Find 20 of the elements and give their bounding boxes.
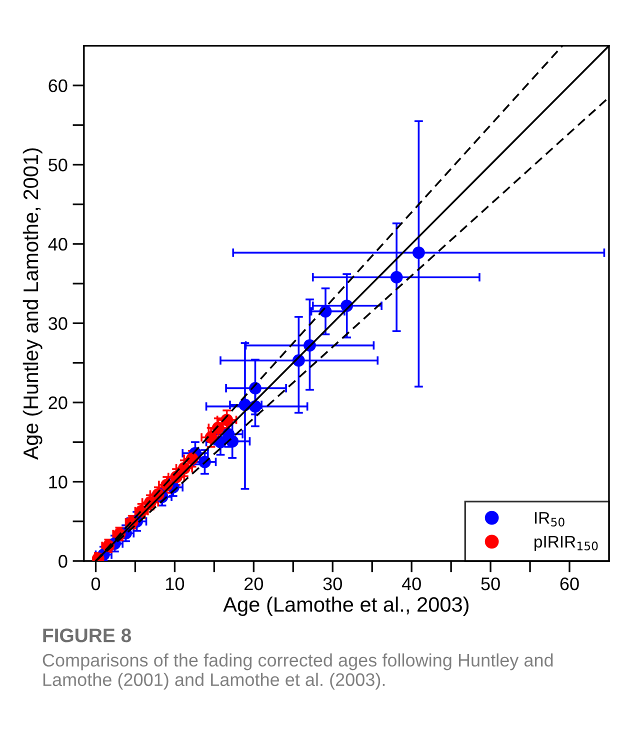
x-tick-label: 60 [560,577,579,590]
y-tick-label: 50 [48,158,68,172]
y-tick-label: 60 [48,79,68,92]
text: Comparisons of the fading corrected ages following Huntley and Lamothe (2001) and Lamothe et al. (2003). [42,653,553,690]
x-tick-label: 30 [323,577,342,590]
y-tick-label: 30 [48,317,68,330]
x-tick-label: 40 [402,577,421,590]
x-tick-label: 0 [91,577,100,590]
y-tick-label: 0 [58,554,68,568]
x-tick-label: 50 [481,577,500,590]
legend-label: pIRIR$_{150}$ [534,536,598,551]
y-tick-label: 20 [48,396,68,410]
y-axis-title: Age (Huntley and Lamothe, 2001) [22,148,42,460]
caption: FIGURE 8 [43,628,132,642]
x-axis-title: Age (Lamothe et al., 2003) [223,596,469,616]
x-tick-label: 10 [166,577,184,590]
legend-label: IR$_{50}$ [535,512,564,526]
x-tick-label: 20 [244,577,264,590]
y-tick-label: 40 [48,238,68,251]
y-tick-label: 10 [49,476,68,488]
